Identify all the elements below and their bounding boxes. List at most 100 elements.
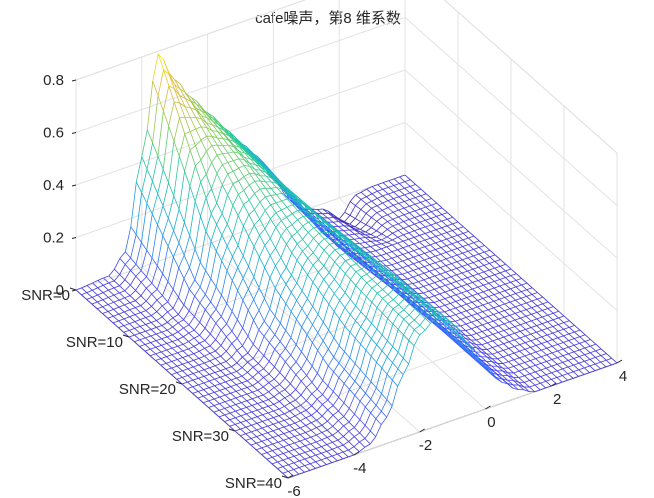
- mesh-segment: [589, 352, 596, 358]
- mesh-segment: [371, 207, 378, 213]
- mesh-segment: [113, 313, 119, 317]
- mesh-segment: [425, 308, 432, 311]
- mesh-segment: [263, 308, 271, 322]
- mesh-segment: [340, 235, 347, 239]
- mesh-segment: [446, 223, 453, 227]
- mesh-segment: [513, 366, 520, 372]
- mesh-segment: [274, 348, 281, 356]
- mesh-segment: [296, 243, 303, 252]
- mesh-segment: [205, 231, 212, 242]
- mesh-segment: [447, 319, 454, 330]
- mesh-segment: [475, 347, 482, 350]
- mesh-segment: [274, 323, 281, 335]
- mesh-segment: [285, 330, 292, 338]
- mesh-segment: [381, 246, 387, 250]
- mesh-segment: [190, 107, 197, 118]
- mesh-segment: [535, 364, 542, 371]
- mesh-segment: [285, 348, 292, 356]
- mesh-segment: [483, 276, 490, 279]
- mesh-segment: [176, 377, 183, 380]
- mesh-segment: [167, 230, 174, 247]
- mesh-segment: [198, 362, 205, 366]
- mesh-segment: [135, 181, 142, 193]
- mesh-segment: [519, 344, 526, 350]
- mesh-segment: [371, 186, 378, 192]
- mesh-segment: [270, 181, 277, 188]
- mesh-segment: [257, 396, 264, 402]
- mesh-segment: [134, 332, 141, 336]
- mesh-segment: [172, 331, 179, 336]
- mesh-segment: [222, 137, 229, 141]
- mesh-segment: [350, 271, 357, 280]
- mesh-segment: [382, 294, 389, 299]
- mesh-segment: [200, 216, 207, 232]
- mesh-segment: [247, 319, 254, 337]
- mesh-segment: [183, 267, 190, 279]
- mesh-segment: [97, 292, 104, 296]
- mesh-segment: [229, 406, 236, 412]
- mesh-segment: [349, 218, 356, 225]
- mesh-segment: [477, 293, 484, 299]
- mesh-segment: [409, 299, 416, 305]
- mesh-segment: [514, 339, 521, 345]
- mesh-segment: [486, 361, 493, 367]
- mesh-segment: [447, 325, 454, 339]
- mesh-segment: [253, 256, 260, 278]
- mesh-segment: [472, 273, 479, 277]
- mesh-segment: [404, 201, 410, 207]
- mesh-segment: [515, 293, 522, 299]
- mesh-segment: [162, 85, 170, 112]
- mesh-segment: [340, 240, 347, 243]
- mesh-segment: [392, 379, 398, 387]
- mesh-segment: [91, 297, 98, 303]
- mesh-segment: [393, 176, 400, 180]
- mesh-segment: [268, 348, 276, 362]
- mesh-segment: [386, 253, 393, 259]
- mesh-segment: [316, 415, 323, 421]
- mesh-segment: [453, 337, 460, 344]
- mesh-segment: [391, 251, 398, 257]
- mesh-segment: [286, 198, 293, 206]
- mesh-segment: [378, 268, 385, 280]
- mesh-segment: [177, 327, 184, 333]
- mesh-segment: [374, 270, 381, 276]
- mesh-segment: [270, 188, 277, 195]
- mesh-segment: [334, 261, 341, 269]
- mesh-segment: [209, 322, 217, 335]
- mesh-segment: [472, 286, 479, 290]
- mesh-segment: [223, 127, 230, 132]
- mesh-segment: [178, 133, 186, 157]
- mesh-segment: [343, 421, 350, 427]
- mesh-segment: [339, 273, 346, 287]
- mesh-segment: [327, 391, 334, 401]
- mesh-segment: [261, 161, 269, 168]
- mesh-segment: [182, 350, 189, 356]
- x-tick-label: -4: [353, 460, 366, 477]
- mesh-segment: [294, 440, 301, 444]
- mesh-segment: [525, 327, 532, 330]
- mesh-segment: [509, 326, 515, 329]
- mesh-segment: [552, 324, 559, 327]
- mesh-segment: [161, 311, 168, 318]
- mesh-segment: [417, 288, 424, 294]
- mesh-segment: [481, 351, 487, 358]
- mesh-segment: [546, 347, 553, 354]
- mesh-segment: [300, 425, 306, 429]
- mesh-segment: [167, 195, 175, 219]
- mesh-segment: [343, 408, 350, 417]
- mesh-segment: [150, 335, 157, 341]
- mesh-segment: [412, 283, 419, 289]
- mesh-segment: [488, 282, 495, 289]
- mesh-segment: [268, 361, 275, 368]
- mesh-segment: [222, 145, 229, 154]
- mesh-segment: [434, 280, 441, 283]
- mesh-segment: [438, 323, 445, 326]
- mesh-segment: [380, 255, 387, 261]
- mesh-segment: [231, 371, 237, 374]
- mesh-segment: [139, 326, 146, 332]
- mesh-segment: [492, 347, 499, 353]
- mesh-segment: [547, 314, 554, 321]
- mesh-segment: [441, 238, 447, 242]
- mesh-segment: [461, 285, 468, 292]
- mesh-segment: [161, 305, 168, 313]
